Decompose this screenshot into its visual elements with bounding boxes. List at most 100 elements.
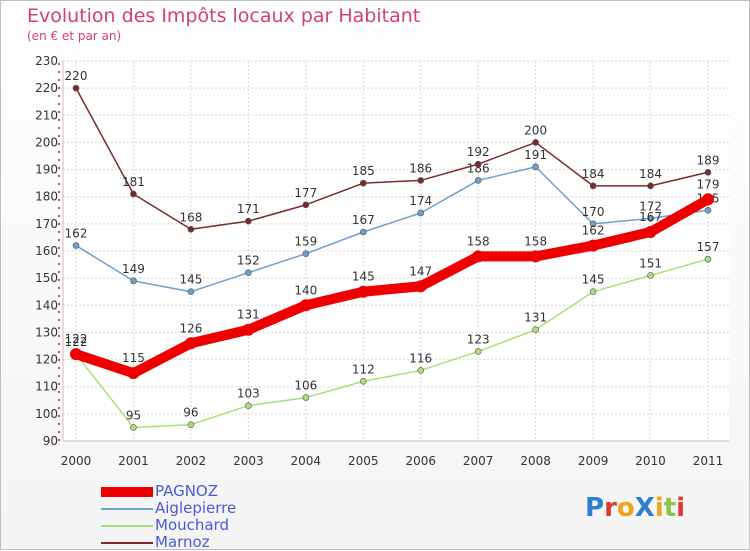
x-tick-label: 2008	[520, 454, 551, 468]
y-tick-label: 200	[35, 135, 58, 149]
data-label: 158	[467, 234, 490, 248]
legend-item-mouchard: Mouchard	[101, 516, 301, 534]
data-label: 123	[467, 332, 490, 346]
legend-label: Mouchard	[155, 516, 229, 534]
data-point-aiglepierre	[72, 242, 80, 249]
data-point-marnoz	[187, 225, 195, 233]
x-tick-label: 2007	[463, 454, 494, 468]
data-point-marnoz	[130, 190, 137, 198]
x-tick-label: 2011	[693, 454, 724, 468]
data-point-marnoz	[359, 179, 367, 187]
x-tick-label: 2004	[291, 454, 322, 468]
data-point-mouchard	[245, 402, 252, 410]
data-point-pagnoz	[299, 299, 312, 312]
data-point-pagnoz	[70, 348, 82, 361]
y-tick-label: 210	[35, 108, 58, 122]
data-point-mouchard	[589, 288, 597, 296]
y-tick-label: 110	[35, 380, 58, 394]
x-tick-label: 2003	[233, 454, 264, 468]
data-label: 122	[65, 335, 88, 349]
data-point-pagnoz	[644, 226, 657, 238]
data-label: 192	[467, 145, 490, 159]
data-point-aiglepierre	[474, 177, 482, 184]
y-tick-label: 160	[35, 244, 58, 258]
legend-swatch	[101, 542, 153, 544]
data-point-mouchard	[359, 377, 367, 385]
data-label: 200	[524, 123, 547, 137]
data-label: 96	[183, 406, 198, 420]
data-label: 162	[582, 224, 605, 238]
data-point-marnoz	[704, 168, 712, 176]
data-label: 186	[467, 161, 490, 175]
data-point-aiglepierre	[647, 215, 654, 222]
data-point-mouchard	[417, 367, 425, 374]
data-label: 167	[352, 213, 375, 227]
x-tick-label: 2001	[118, 454, 149, 468]
series-line-pagnoz	[71, 194, 713, 379]
data-point-mouchard	[647, 272, 654, 279]
x-tick-label: 2002	[176, 454, 207, 468]
data-label: 179	[697, 177, 720, 191]
data-point-pagnoz	[414, 280, 427, 293]
data-point-marnoz	[532, 139, 539, 146]
data-label: 185	[352, 164, 375, 178]
data-point-mouchard	[532, 326, 539, 334]
data-label: 147	[409, 264, 432, 278]
data-point-aiglepierre	[532, 163, 539, 171]
data-label: 145	[582, 273, 605, 287]
data-label: 177	[294, 186, 317, 200]
data-label: 95	[126, 408, 141, 422]
svg-text:ProXiti: ProXiti	[585, 493, 685, 523]
y-tick-label: 230	[35, 54, 58, 68]
data-label: 115	[122, 351, 145, 365]
data-label: 122	[65, 332, 88, 346]
data-label: 167	[639, 210, 662, 224]
y-tick-label: 220	[35, 81, 58, 95]
legend-swatch	[101, 525, 153, 527]
data-point-aiglepierre	[302, 250, 310, 258]
data-point-marnoz	[245, 217, 252, 225]
data-label: 103	[237, 387, 260, 401]
data-label: 149	[122, 262, 145, 276]
x-tick-label: 2009	[578, 454, 609, 468]
y-tick-label: 120	[35, 353, 58, 367]
series-line-mouchard	[75, 258, 709, 429]
data-point-marnoz	[302, 201, 310, 209]
data-label: 159	[294, 235, 317, 249]
data-label: 116	[409, 351, 432, 365]
legend-swatch	[101, 487, 153, 497]
data-label: 186	[409, 161, 432, 175]
data-label: 174	[409, 194, 432, 208]
data-label: 172	[639, 199, 662, 213]
data-label: 157	[697, 240, 720, 254]
data-point-pagnoz	[702, 193, 714, 206]
data-point-pagnoz	[357, 285, 370, 298]
legend-label: PAGNOZ	[155, 482, 219, 500]
data-label: 145	[179, 273, 202, 287]
data-label: 171	[237, 202, 260, 216]
data-point-marnoz	[474, 160, 482, 168]
legend-swatch	[101, 508, 153, 510]
data-point-mouchard	[130, 424, 137, 431]
data-label: 106	[294, 379, 317, 393]
chart-subtitle: (en € et par an)	[27, 29, 122, 43]
legend-item-aiglepierre: Aiglepierre	[101, 500, 301, 517]
legend-item-pagnoz: PAGNOZ	[101, 482, 301, 500]
data-point-aiglepierre	[187, 288, 195, 296]
data-point-pagnoz	[184, 337, 197, 350]
proxiti-logo: ProXiti	[583, 486, 693, 526]
data-label: 131	[524, 311, 547, 325]
y-tick-label: 100	[35, 407, 58, 421]
data-label: 220	[65, 69, 88, 83]
data-point-mouchard	[474, 348, 482, 355]
data-point-mouchard	[187, 421, 195, 429]
data-point-aiglepierre	[359, 228, 367, 236]
data-label: 170	[582, 205, 605, 219]
data-label: 184	[582, 167, 605, 181]
data-label: 152	[237, 254, 260, 268]
data-point-pagnoz	[242, 323, 255, 336]
data-label: 184	[639, 167, 662, 181]
data-point-marnoz	[647, 182, 654, 190]
